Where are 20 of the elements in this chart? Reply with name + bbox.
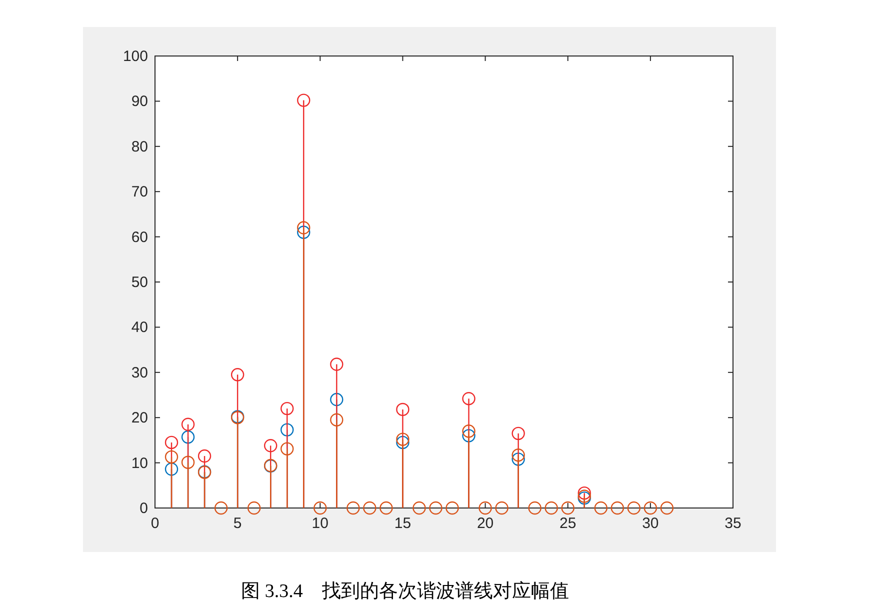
- y-tick-label: 0: [140, 500, 148, 517]
- y-tick-label: 10: [131, 454, 148, 472]
- y-tick-label: 20: [131, 410, 148, 427]
- x-tick-label: 30: [642, 515, 659, 532]
- x-tick-label: 20: [476, 515, 494, 532]
- y-tick-label: 40: [131, 319, 148, 336]
- y-tick-label: 70: [131, 184, 148, 201]
- x-tick-label: 15: [394, 515, 412, 532]
- x-tick-label: 35: [724, 515, 742, 532]
- y-tick-label: 80: [131, 138, 148, 156]
- y-tick-label: 30: [131, 364, 148, 382]
- x-tick-label: 5: [233, 515, 242, 532]
- y-tick-label: 50: [131, 274, 148, 291]
- x-tick-label: 0: [150, 515, 160, 532]
- y-tick-label: 90: [131, 93, 148, 110]
- caption: 图 3.3.4 找到的各次谐波谱线对应幅值: [241, 580, 569, 602]
- y-tick-label: 100: [122, 48, 148, 65]
- x-tick-label: 10: [312, 515, 328, 532]
- x-tick-label: 25: [560, 515, 576, 532]
- y-tick-label: 60: [131, 228, 148, 246]
